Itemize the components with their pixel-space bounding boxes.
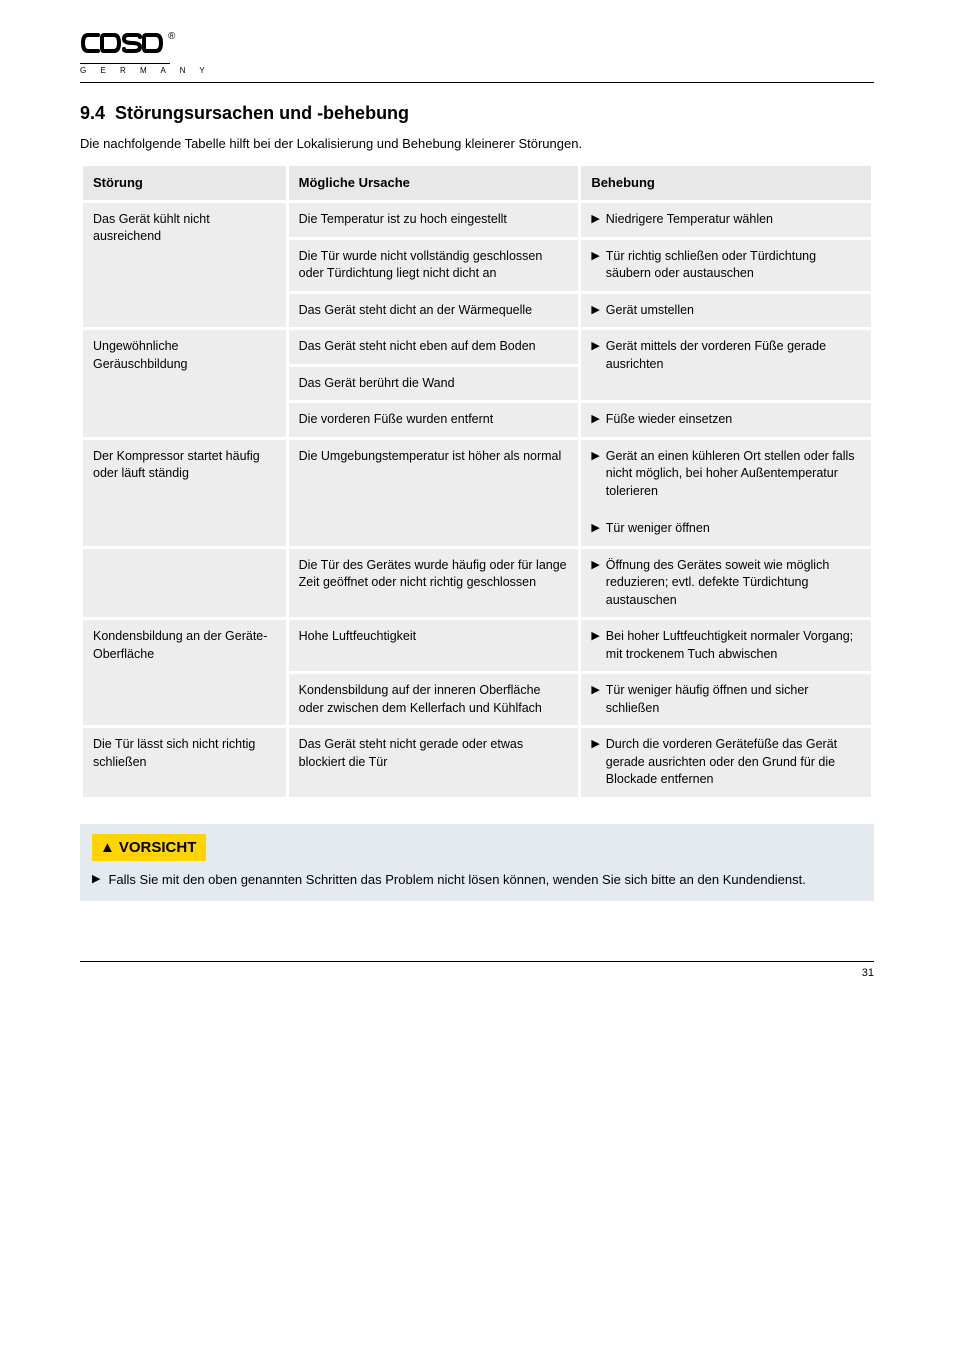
cell-cause: Die Temperatur ist zu hoch eingestellt [287, 201, 580, 238]
cell-problem: Das Gerät kühlt nicht ausreichend [82, 201, 288, 328]
cell-fix: ▶Durch die vorderen Gerätefüße das Gerät… [580, 727, 873, 799]
caution-badge: ▲VORSICHT [92, 834, 206, 861]
cell-fix: ▶Gerät umstellen [580, 292, 873, 329]
cell-cause: Die Tür des Gerätes wurde häufig oder fü… [287, 547, 580, 619]
brand-logo: ® G E R M A N Y [80, 30, 874, 76]
play-icon: ▶ [591, 557, 599, 610]
table-header-fix: Behebung [580, 164, 873, 201]
caution-line: ▶ Falls Sie mit den oben genannten Schri… [92, 871, 862, 889]
play-icon: ▶ [591, 448, 599, 501]
play-icon: ▶ [591, 338, 599, 373]
logo-name: ® [80, 30, 177, 61]
table-row: Die Tür des Gerätes wurde häufig oder fü… [82, 547, 873, 619]
table-row: Die Tür lässt sich nicht richtig schließ… [82, 727, 873, 799]
troubleshoot-table: Störung Mögliche Ursache Behebung Das Ge… [80, 163, 874, 800]
cell-problem [82, 547, 288, 619]
logo-subtext: G E R M A N Y [80, 65, 874, 76]
cell-cause: Das Gerät steht dicht an der Wärmequelle [287, 292, 580, 329]
table-row: Ungewöhnliche Geräuschbildung Das Gerät … [82, 329, 873, 366]
section-number: 9.4 [80, 103, 105, 123]
table-row: Der Kompressor startet häufig oder läuft… [82, 438, 873, 547]
cell-fix: ▶Gerät an einen kühleren Ort stellen ode… [580, 438, 873, 547]
cell-cause: Das Gerät berührt die Wand [287, 365, 580, 402]
cell-cause: Die vorderen Füße wurden entfernt [287, 402, 580, 439]
page-number: 31 [862, 966, 874, 981]
cell-fix: ▶Tür richtig schließen oder Türdichtung … [580, 238, 873, 292]
cell-cause: Das Gerät steht nicht gerade oder etwas … [287, 727, 580, 799]
cell-cause: Die Tür wurde nicht vollständig geschlos… [287, 238, 580, 292]
cell-fix: ▶Gerät mittels der vorderen Füße gerade … [580, 329, 873, 402]
table-row: Kondensbildung an der Geräte-Oberfläche … [82, 619, 873, 673]
play-icon: ▶ [591, 248, 599, 283]
section-title: Störungsursachen und -behebung [115, 103, 409, 123]
table-row: Das Gerät kühlt nicht ausreichend Die Te… [82, 201, 873, 238]
cell-problem: Ungewöhnliche Geräuschbildung [82, 329, 288, 439]
cell-problem: Die Tür lässt sich nicht richtig schließ… [82, 727, 288, 799]
page-footer: 31 [80, 961, 874, 981]
play-icon: ▶ [92, 871, 100, 889]
caution-box: ▲VORSICHT ▶ Falls Sie mit den oben genan… [80, 824, 874, 901]
section-heading: 9.4 Störungsursachen und -behebung [80, 101, 874, 126]
logo-wordmark-svg [80, 30, 168, 56]
play-icon: ▶ [591, 736, 599, 789]
cell-fix: ▶Tür weniger häufig öffnen und sicher sc… [580, 673, 873, 727]
cell-problem: Kondensbildung an der Geräte-Oberfläche [82, 619, 288, 727]
cell-fix: ▶Füße wieder einsetzen [580, 402, 873, 439]
intro-text: Die nachfolgende Tabelle hilft bei der L… [80, 135, 874, 153]
logo-registered: ® [168, 31, 177, 42]
cell-problem: Der Kompressor startet häufig oder läuft… [82, 438, 288, 547]
table-header-problem: Störung [82, 164, 288, 201]
play-icon: ▶ [591, 411, 599, 429]
caution-text: Falls Sie mit den oben genannten Schritt… [108, 871, 805, 889]
cell-fix: ▶Bei hoher Luftfeuchtigkeit normaler Vor… [580, 619, 873, 673]
table-header-cause: Mögliche Ursache [287, 164, 580, 201]
cell-cause: Die Umgebungstemperatur ist höher als no… [287, 438, 580, 547]
cell-cause: Das Gerät steht nicht eben auf dem Boden [287, 329, 580, 366]
play-icon: ▶ [591, 628, 599, 663]
cell-fix: ▶Niedrigere Temperatur wählen [580, 201, 873, 238]
play-icon: ▶ [591, 211, 599, 229]
play-icon: ▶ [591, 520, 599, 538]
warning-icon: ▲ [100, 839, 115, 856]
cell-cause: Hohe Luftfeuchtigkeit [287, 619, 580, 673]
cell-cause: Kondensbildung auf der inneren Oberfläch… [287, 673, 580, 727]
play-icon: ▶ [591, 682, 599, 717]
play-icon: ▶ [591, 302, 599, 320]
logo-divider [80, 63, 170, 64]
cell-fix: ▶Öffnung des Gerätes soweit wie möglich … [580, 547, 873, 619]
header-rule [80, 82, 874, 83]
caution-badge-text: VORSICHT [119, 839, 197, 856]
